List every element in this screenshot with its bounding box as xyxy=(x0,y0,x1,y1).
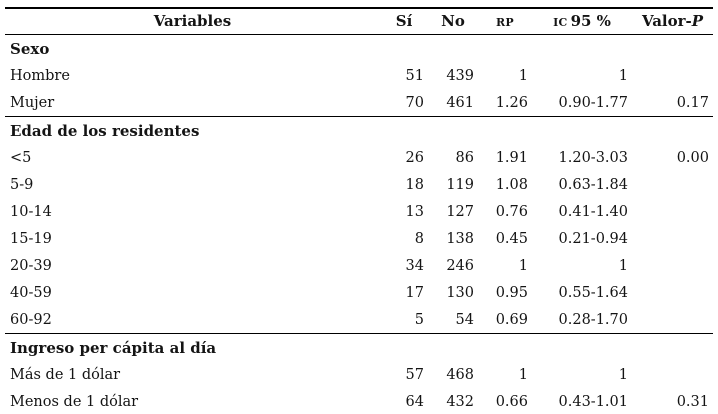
ic-95-label: 95 % xyxy=(570,12,611,30)
cell-rp: 1 xyxy=(518,67,528,84)
cell-no: 439 xyxy=(446,67,474,84)
row-variable: Menos de 1 dólar xyxy=(10,393,139,410)
cell-si: 26 xyxy=(405,149,424,166)
cell-no: 54 xyxy=(455,311,474,328)
cell-valor-p xyxy=(632,252,713,279)
table-row: 40-59 17 130 0.95 0.55-1.64 xyxy=(5,279,713,306)
ic-smallcaps-label: IC xyxy=(553,16,568,29)
cell-si: 17 xyxy=(405,284,424,301)
cell-valor-p: 0.31 xyxy=(676,393,709,410)
header-row: Variables Sí No RP IC 95 % Valor-P xyxy=(5,8,713,35)
cell-no: 138 xyxy=(446,230,474,247)
col-header-rp: RP xyxy=(478,8,532,35)
cell-si: 5 xyxy=(414,311,424,328)
cell-ic95: 1 xyxy=(618,257,628,274)
col-header-no: No xyxy=(428,8,478,35)
section-header-ingreso: Ingreso per cápita al día xyxy=(5,333,713,361)
col-header-ic95: IC 95 % xyxy=(532,8,632,35)
row-variable: 40-59 xyxy=(10,284,52,301)
row-variable: 5-9 xyxy=(10,176,34,193)
cell-ic95: 0.28-1.70 xyxy=(558,311,628,328)
cell-no: 246 xyxy=(446,257,474,274)
cell-rp: 0.66 xyxy=(495,393,528,410)
row-variable: 20-39 xyxy=(10,257,52,274)
cell-ic95: 0.41-1.40 xyxy=(558,203,628,220)
cell-ic95: 1 xyxy=(618,67,628,84)
col-header-valor-p: Valor-P xyxy=(632,8,713,35)
row-variable: Hombre xyxy=(10,67,70,84)
cell-rp: 1.91 xyxy=(495,149,528,166)
cell-ic95: 0.43-1.01 xyxy=(558,393,628,410)
cell-valor-p xyxy=(632,198,713,225)
table-row: Hombre 51 439 1 1 xyxy=(5,62,713,89)
cell-rp: 0.95 xyxy=(495,284,528,301)
cell-no: 130 xyxy=(446,284,474,301)
row-variable: Mujer xyxy=(10,94,55,111)
cell-rp: 1.26 xyxy=(495,94,528,111)
cell-no: 468 xyxy=(446,366,474,383)
table-row: 20-39 34 246 1 1 xyxy=(5,252,713,279)
cell-valor-p xyxy=(632,62,713,89)
col-header-si: Sí xyxy=(380,8,428,35)
table-row: 5-9 18 119 1.08 0.63-1.84 xyxy=(5,171,713,198)
cell-rp: 0.76 xyxy=(495,203,528,220)
cell-valor-p: 0.00 xyxy=(676,149,709,166)
cell-rp: 0.45 xyxy=(495,230,528,247)
cell-si: 64 xyxy=(405,393,424,410)
cell-rp: 1 xyxy=(518,366,528,383)
cell-ic95: 0.21-0.94 xyxy=(558,230,628,247)
cell-no: 432 xyxy=(446,393,474,410)
cell-valor-p xyxy=(632,306,713,334)
section-title: Sexo xyxy=(10,39,50,58)
cell-valor-p xyxy=(632,171,713,198)
table-row: Más de 1 dólar 57 468 1 1 xyxy=(5,361,713,388)
cell-si: 57 xyxy=(405,366,424,383)
cell-no: 461 xyxy=(446,94,474,111)
cell-no: 119 xyxy=(446,176,474,193)
cell-rp: 0.69 xyxy=(495,311,528,328)
cell-valor-p xyxy=(632,279,713,306)
cell-ic95: 1.20-3.03 xyxy=(558,149,628,166)
table-row: <5 26 86 1.91 1.20-3.03 0.00 xyxy=(5,144,713,171)
cell-valor-p: 0.17 xyxy=(676,94,709,111)
cell-si: 51 xyxy=(405,67,424,84)
cell-ic95: 0.63-1.84 xyxy=(558,176,628,193)
valor-p-letter: P xyxy=(691,12,704,30)
table-row: Menos de 1 dólar 64 432 0.66 0.43-1.01 0… xyxy=(5,388,713,414)
section-title: Edad de los residentes xyxy=(5,116,713,144)
row-variable: Más de 1 dólar xyxy=(10,366,121,383)
col-header-variables: Variables xyxy=(5,8,380,35)
cell-si: 70 xyxy=(405,94,424,111)
row-variable: 15-19 xyxy=(10,230,52,247)
row-variable: 60-92 xyxy=(10,311,52,328)
cell-rp: 1 xyxy=(518,257,528,274)
row-variable: <5 xyxy=(10,149,32,166)
valor-prefix-label: Valor- xyxy=(641,12,692,30)
cell-ic95: 1 xyxy=(618,366,628,383)
cell-no: 86 xyxy=(455,149,474,166)
section-header-sexo: Sexo xyxy=(5,35,713,63)
section-header-edad: Edad de los residentes xyxy=(5,116,713,144)
table-row: Mujer 70 461 1.26 0.90-1.77 0.17 xyxy=(5,89,713,117)
section-title: Ingreso per cápita al día xyxy=(5,333,713,361)
cell-valor-p xyxy=(632,225,713,252)
cell-rp: 1.08 xyxy=(495,176,528,193)
cell-no: 127 xyxy=(446,203,474,220)
cell-si: 13 xyxy=(405,203,424,220)
stats-table: Variables Sí No RP IC 95 % Valor-P Sexo H… xyxy=(5,7,713,414)
cell-si: 8 xyxy=(414,230,424,247)
table-row: 15-19 8 138 0.45 0.21-0.94 xyxy=(5,225,713,252)
cell-valor-p xyxy=(632,361,713,388)
cell-si: 34 xyxy=(405,257,424,274)
cell-si: 18 xyxy=(405,176,424,193)
rp-smallcaps-label: RP xyxy=(495,16,514,29)
cell-ic95: 0.90-1.77 xyxy=(558,94,628,111)
row-variable: 10-14 xyxy=(10,203,52,220)
cell-ic95: 0.55-1.64 xyxy=(558,284,628,301)
table-row: 10-14 13 127 0.76 0.41-1.40 xyxy=(5,198,713,225)
table-row: 60-92 5 54 0.69 0.28-1.70 xyxy=(5,306,713,334)
